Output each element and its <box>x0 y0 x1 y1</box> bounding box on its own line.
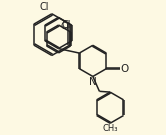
Text: CH₃: CH₃ <box>102 124 118 133</box>
Text: O: O <box>121 64 129 74</box>
Text: Cl: Cl <box>39 2 48 12</box>
Text: Cl: Cl <box>61 22 70 31</box>
Text: Cl: Cl <box>62 20 71 30</box>
Text: N: N <box>89 77 97 87</box>
